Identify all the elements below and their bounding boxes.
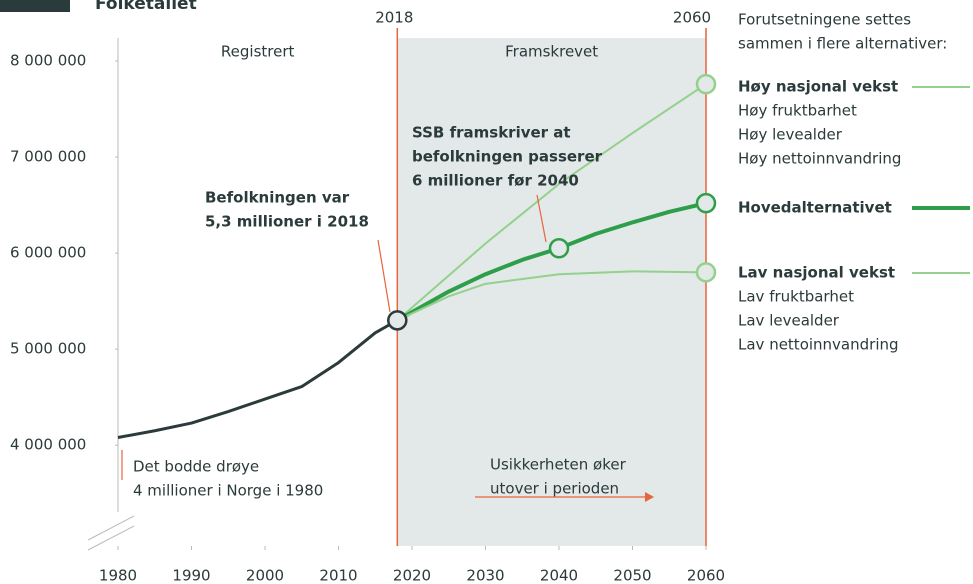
legend-label: Hovedalternativet <box>738 199 892 217</box>
legend-detail: Lav fruktbarhet <box>738 288 854 306</box>
legend-detail: Høy levealder <box>738 126 843 144</box>
x-tick-label: 1990 <box>172 567 210 584</box>
point-marker <box>387 310 408 331</box>
point-marker <box>548 238 570 259</box>
annotation: 5,3 millioner i 2018 <box>205 213 369 231</box>
annotation: befolkningen passerer <box>412 148 603 166</box>
leader-line <box>377 239 391 313</box>
y-tick-label: 4 000 000 <box>10 436 86 454</box>
x-tick-label: 2030 <box>466 567 504 584</box>
series-line <box>117 319 399 439</box>
x-tick-label: 2040 <box>540 567 578 584</box>
year-label: 2060 <box>673 9 711 27</box>
x-tick-label: 1980 <box>99 567 137 584</box>
annotation: Det bodde drøye <box>133 458 259 476</box>
annotation: Befolkningen var <box>205 189 350 207</box>
legend-label: Høy nasjonal vekst <box>738 78 898 96</box>
x-tick-label: 2060 <box>687 567 725 584</box>
y-tick-label: 6 000 000 <box>10 244 86 262</box>
point-marker <box>695 192 717 214</box>
section-label: Registrert <box>221 43 295 61</box>
x-tick-label: 2020 <box>393 567 431 584</box>
point-marker <box>695 73 717 95</box>
year-label: 2018 <box>375 9 413 27</box>
legend-note: Forutsetningene settes <box>738 11 911 29</box>
legend-detail: Lav nettoinnvandring <box>738 336 899 354</box>
legend-detail: Lav levealder <box>738 312 840 330</box>
series-line <box>396 270 707 322</box>
legend-detail: Høy fruktbarhet <box>738 102 857 120</box>
annotation: utover i perioden <box>490 480 619 498</box>
y-tick-label: 8 000 000 <box>10 52 86 70</box>
legend-detail: Høy nettoinnvandring <box>738 150 901 168</box>
annotation: 4 millioner i Norge i 1980 <box>133 482 323 500</box>
y-tick-label: 5 000 000 <box>10 340 86 358</box>
series-line <box>396 83 707 322</box>
section-label: Framskrevet <box>505 43 598 61</box>
axis-break <box>87 515 135 541</box>
legend-note: sammen i flere alternativer: <box>738 35 947 53</box>
point-marker <box>695 262 717 283</box>
annotation: Usikkerheten øker <box>490 456 627 474</box>
arrow-head <box>645 492 654 502</box>
x-tick-label: 2010 <box>319 567 357 584</box>
chart-title: Folketallet <box>95 0 197 14</box>
x-tick-label: 2050 <box>613 567 651 584</box>
axis-break <box>87 525 135 551</box>
annotation: 6 millioner før 2040 <box>412 172 579 190</box>
leader-line <box>536 194 547 243</box>
icon <box>0 0 70 12</box>
x-tick-label: 2000 <box>246 567 284 584</box>
legend-label: Lav nasjonal vekst <box>738 264 895 282</box>
y-tick-label: 7 000 000 <box>10 148 86 166</box>
annotation: SSB framskriver at <box>412 124 571 142</box>
